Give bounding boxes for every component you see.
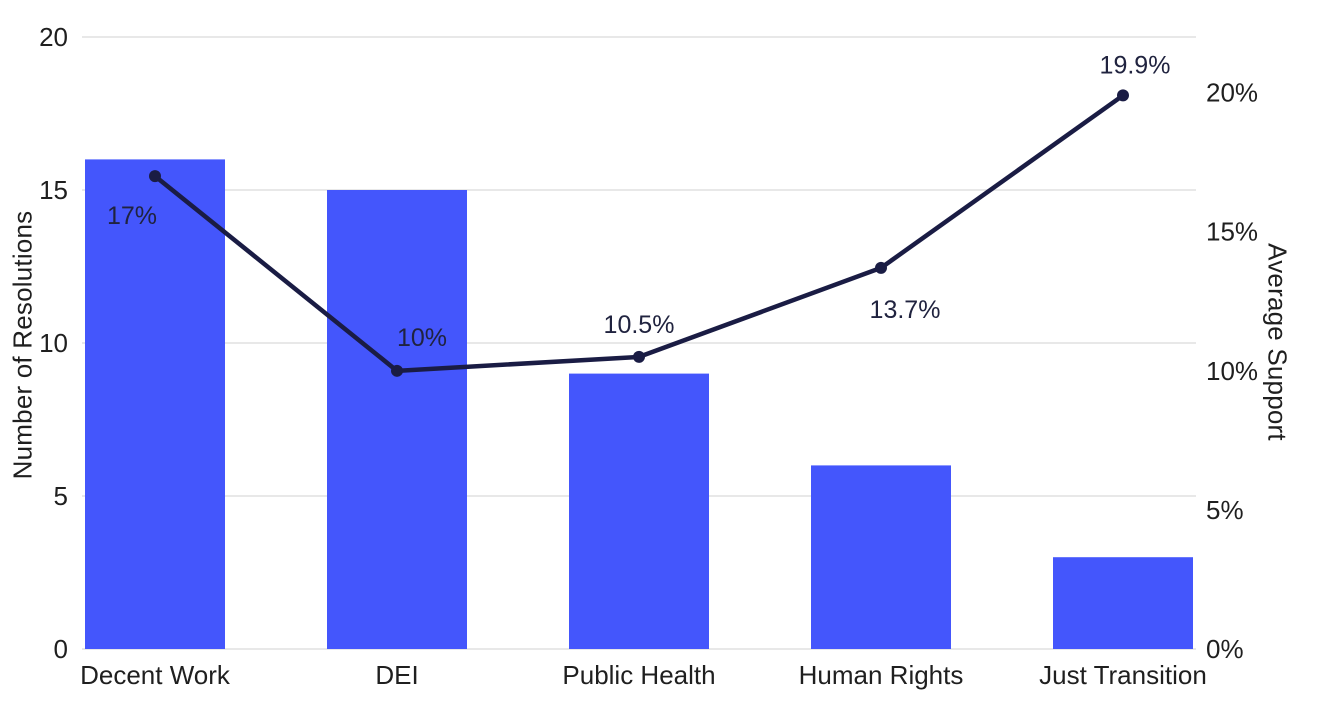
x-axis-tick-just-transition: Just Transition xyxy=(1039,660,1207,690)
left-axis-tick-5: 5 xyxy=(54,481,68,511)
left-axis-tick-15: 15 xyxy=(39,175,68,205)
bar-dei[interactable] xyxy=(327,190,467,649)
left-axis-title: Number of Resolutions xyxy=(7,210,38,480)
x-axis-tick-decent-work: Decent Work xyxy=(80,660,231,690)
x-axis-tick-human-rights: Human Rights xyxy=(799,660,964,690)
right-axis-tick-20: 20% xyxy=(1206,78,1258,108)
x-axis-tick-public-health: Public Health xyxy=(562,660,715,690)
line-point-dei[interactable] xyxy=(391,364,403,377)
x-axis-tick-dei: DEI xyxy=(375,660,418,690)
right-axis-tick-10: 10% xyxy=(1206,356,1258,386)
point-label-just-transition: 19.9% xyxy=(1100,51,1171,79)
point-label-dei: 10% xyxy=(397,324,447,352)
point-label-human-rights: 13.7% xyxy=(870,296,941,324)
line-point-just-transition[interactable] xyxy=(1117,89,1129,102)
line-point-decent-work[interactable] xyxy=(149,170,161,183)
left-axis-tick-0: 0 xyxy=(54,634,68,664)
point-label-decent-work: 17% xyxy=(107,202,157,230)
left-axis-tick-20: 20 xyxy=(39,22,68,52)
bar-decent-work[interactable] xyxy=(85,159,225,649)
right-axis-tick-5: 5% xyxy=(1206,495,1244,525)
point-label-public-health: 10.5% xyxy=(604,311,675,339)
right-axis-tick-0: 0% xyxy=(1206,634,1244,664)
bar-public-health[interactable] xyxy=(569,373,709,649)
line-point-human-rights[interactable] xyxy=(875,261,887,274)
right-axis-tick-15: 15% xyxy=(1206,217,1258,247)
bar-just-transition[interactable] xyxy=(1053,557,1193,649)
right-axis-title: Average Support xyxy=(1262,243,1293,441)
left-axis-tick-10: 10 xyxy=(39,328,68,358)
line-point-public-health[interactable] xyxy=(633,350,645,363)
bar-human-rights[interactable] xyxy=(811,465,951,649)
